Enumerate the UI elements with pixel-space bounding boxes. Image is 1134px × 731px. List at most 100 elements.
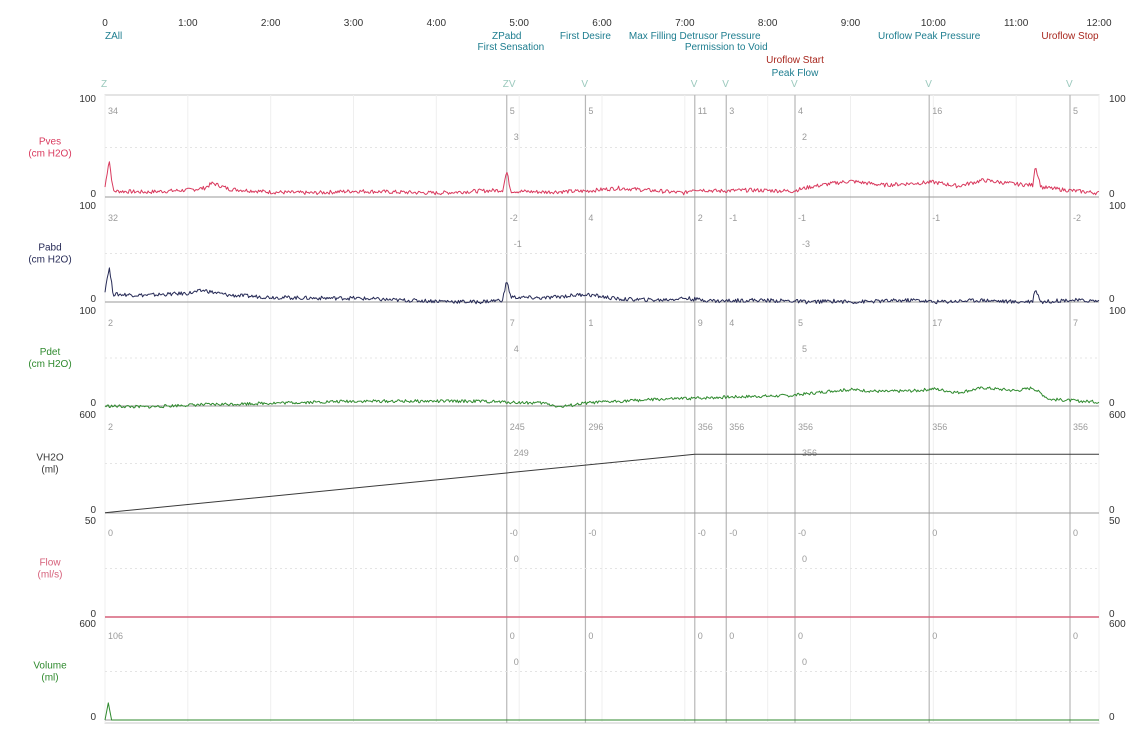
time-tick-label: 2:00 — [261, 18, 281, 29]
event-value: -0 — [698, 528, 706, 538]
time-tick-label: 6:00 — [592, 18, 612, 29]
event-value: -2 — [1073, 213, 1081, 223]
event-label: First Sensation — [478, 42, 545, 53]
y-max-label: 50 — [1109, 516, 1121, 527]
event-marker: V — [691, 79, 698, 90]
event-label: ZPabd — [492, 31, 521, 42]
trace-volume — [104, 702, 1099, 721]
event-value: 3 — [729, 106, 734, 116]
y-max-label: 100 — [79, 306, 96, 317]
y-min-label: 0 — [90, 294, 96, 305]
event-value: 4 — [514, 344, 519, 354]
event-value: 11 — [698, 106, 707, 116]
event-value: 5 — [802, 344, 807, 354]
time-tick-label: 4:00 — [427, 18, 447, 29]
channel-unit: (cm H2O) — [28, 255, 71, 266]
event-label: Permission to Void — [685, 42, 768, 53]
event-value: 356 — [802, 448, 817, 458]
event-value: 0 — [514, 554, 519, 564]
channel-unit: (cm H2O) — [28, 149, 71, 160]
event-value: 5 — [510, 106, 515, 116]
time-tick-label: 8:00 — [758, 18, 778, 29]
event-value: 34 — [108, 106, 118, 116]
event-value: 16 — [932, 106, 942, 116]
y-min-label: 0 — [90, 398, 96, 409]
event-value: -1 — [514, 239, 522, 249]
y-min-label: 0 — [1109, 398, 1115, 409]
y-min-label: 0 — [90, 712, 96, 723]
event-value: 5 — [798, 318, 803, 328]
y-max-label: 100 — [1109, 94, 1126, 105]
event-value: 5 — [1073, 106, 1078, 116]
event-value: 4 — [588, 213, 593, 223]
time-tick-label: 0 — [102, 18, 108, 29]
event-value: -0 — [510, 528, 518, 538]
time-tick-label: 1:00 — [178, 18, 198, 29]
y-min-label: 0 — [1109, 609, 1115, 620]
event-value: 4 — [729, 318, 734, 328]
event-value: 356 — [932, 422, 947, 432]
event-value: -0 — [798, 528, 806, 538]
time-tick-label: 7:00 — [675, 18, 695, 29]
event-value: 0 — [698, 631, 703, 641]
event-value: 2 — [802, 132, 807, 142]
y-max-label: 100 — [1109, 306, 1126, 317]
event-value: -3 — [802, 239, 810, 249]
channel-name: Pdet — [40, 347, 61, 358]
y-min-label: 0 — [1109, 189, 1115, 200]
event-value: 7 — [510, 318, 515, 328]
event-value: 0 — [729, 631, 734, 641]
channel-name: Flow — [39, 558, 61, 569]
event-marker: V — [925, 79, 932, 90]
event-value: 0 — [510, 631, 515, 641]
event-value: 4 — [798, 106, 803, 116]
event-value: 356 — [698, 422, 713, 432]
event-label: Max Filling Detrusor Pressure — [629, 31, 761, 42]
channel-unit: (ml) — [41, 673, 58, 684]
event-value: 245 — [510, 422, 525, 432]
event-value: 296 — [588, 422, 603, 432]
channel-unit: (cm H2O) — [28, 359, 71, 370]
event-value: 106 — [108, 631, 123, 641]
event-value: 0 — [1073, 631, 1078, 641]
channel-name: Pabd — [38, 243, 61, 254]
time-tick-label: 3:00 — [344, 18, 364, 29]
event-value: -1 — [729, 213, 737, 223]
event-value: 5 — [588, 106, 593, 116]
channel-unit: (ml/s) — [38, 570, 63, 581]
event-label: Uroflow Start — [766, 55, 824, 66]
trace-pdet — [104, 386, 1100, 409]
event-marker: V — [791, 79, 798, 90]
event-value: -2 — [510, 213, 518, 223]
event-value: -1 — [932, 213, 940, 223]
event-value: 0 — [802, 554, 807, 564]
channel-name: Pves — [39, 137, 61, 148]
event-marker: Z — [101, 79, 107, 90]
y-max-label: 50 — [85, 516, 97, 527]
event-value: 7 — [1073, 318, 1078, 328]
event-value: 356 — [729, 422, 744, 432]
time-tick-label: 9:00 — [841, 18, 861, 29]
event-label: Peak Flow — [772, 68, 819, 79]
event-value: 0 — [798, 631, 803, 641]
event-value: 356 — [1073, 422, 1088, 432]
event-value: -1 — [798, 213, 806, 223]
event-value: 0 — [108, 528, 113, 538]
event-marker: V — [581, 79, 588, 90]
y-max-label: 100 — [1109, 201, 1126, 212]
event-value: 356 — [798, 422, 813, 432]
channel-name: Volume — [33, 661, 67, 672]
event-marker: V — [722, 79, 729, 90]
event-label: First Desire — [560, 31, 612, 42]
event-label: ZAll — [105, 31, 122, 42]
event-value: 2 — [698, 213, 703, 223]
event-value: 0 — [802, 657, 807, 667]
event-value: 249 — [514, 448, 529, 458]
event-value: 0 — [1073, 528, 1078, 538]
y-max-label: 100 — [79, 94, 96, 105]
y-min-label: 0 — [90, 189, 96, 200]
event-value: 32 — [108, 213, 118, 223]
event-value: -0 — [588, 528, 596, 538]
time-tick-label: 10:00 — [921, 18, 946, 29]
